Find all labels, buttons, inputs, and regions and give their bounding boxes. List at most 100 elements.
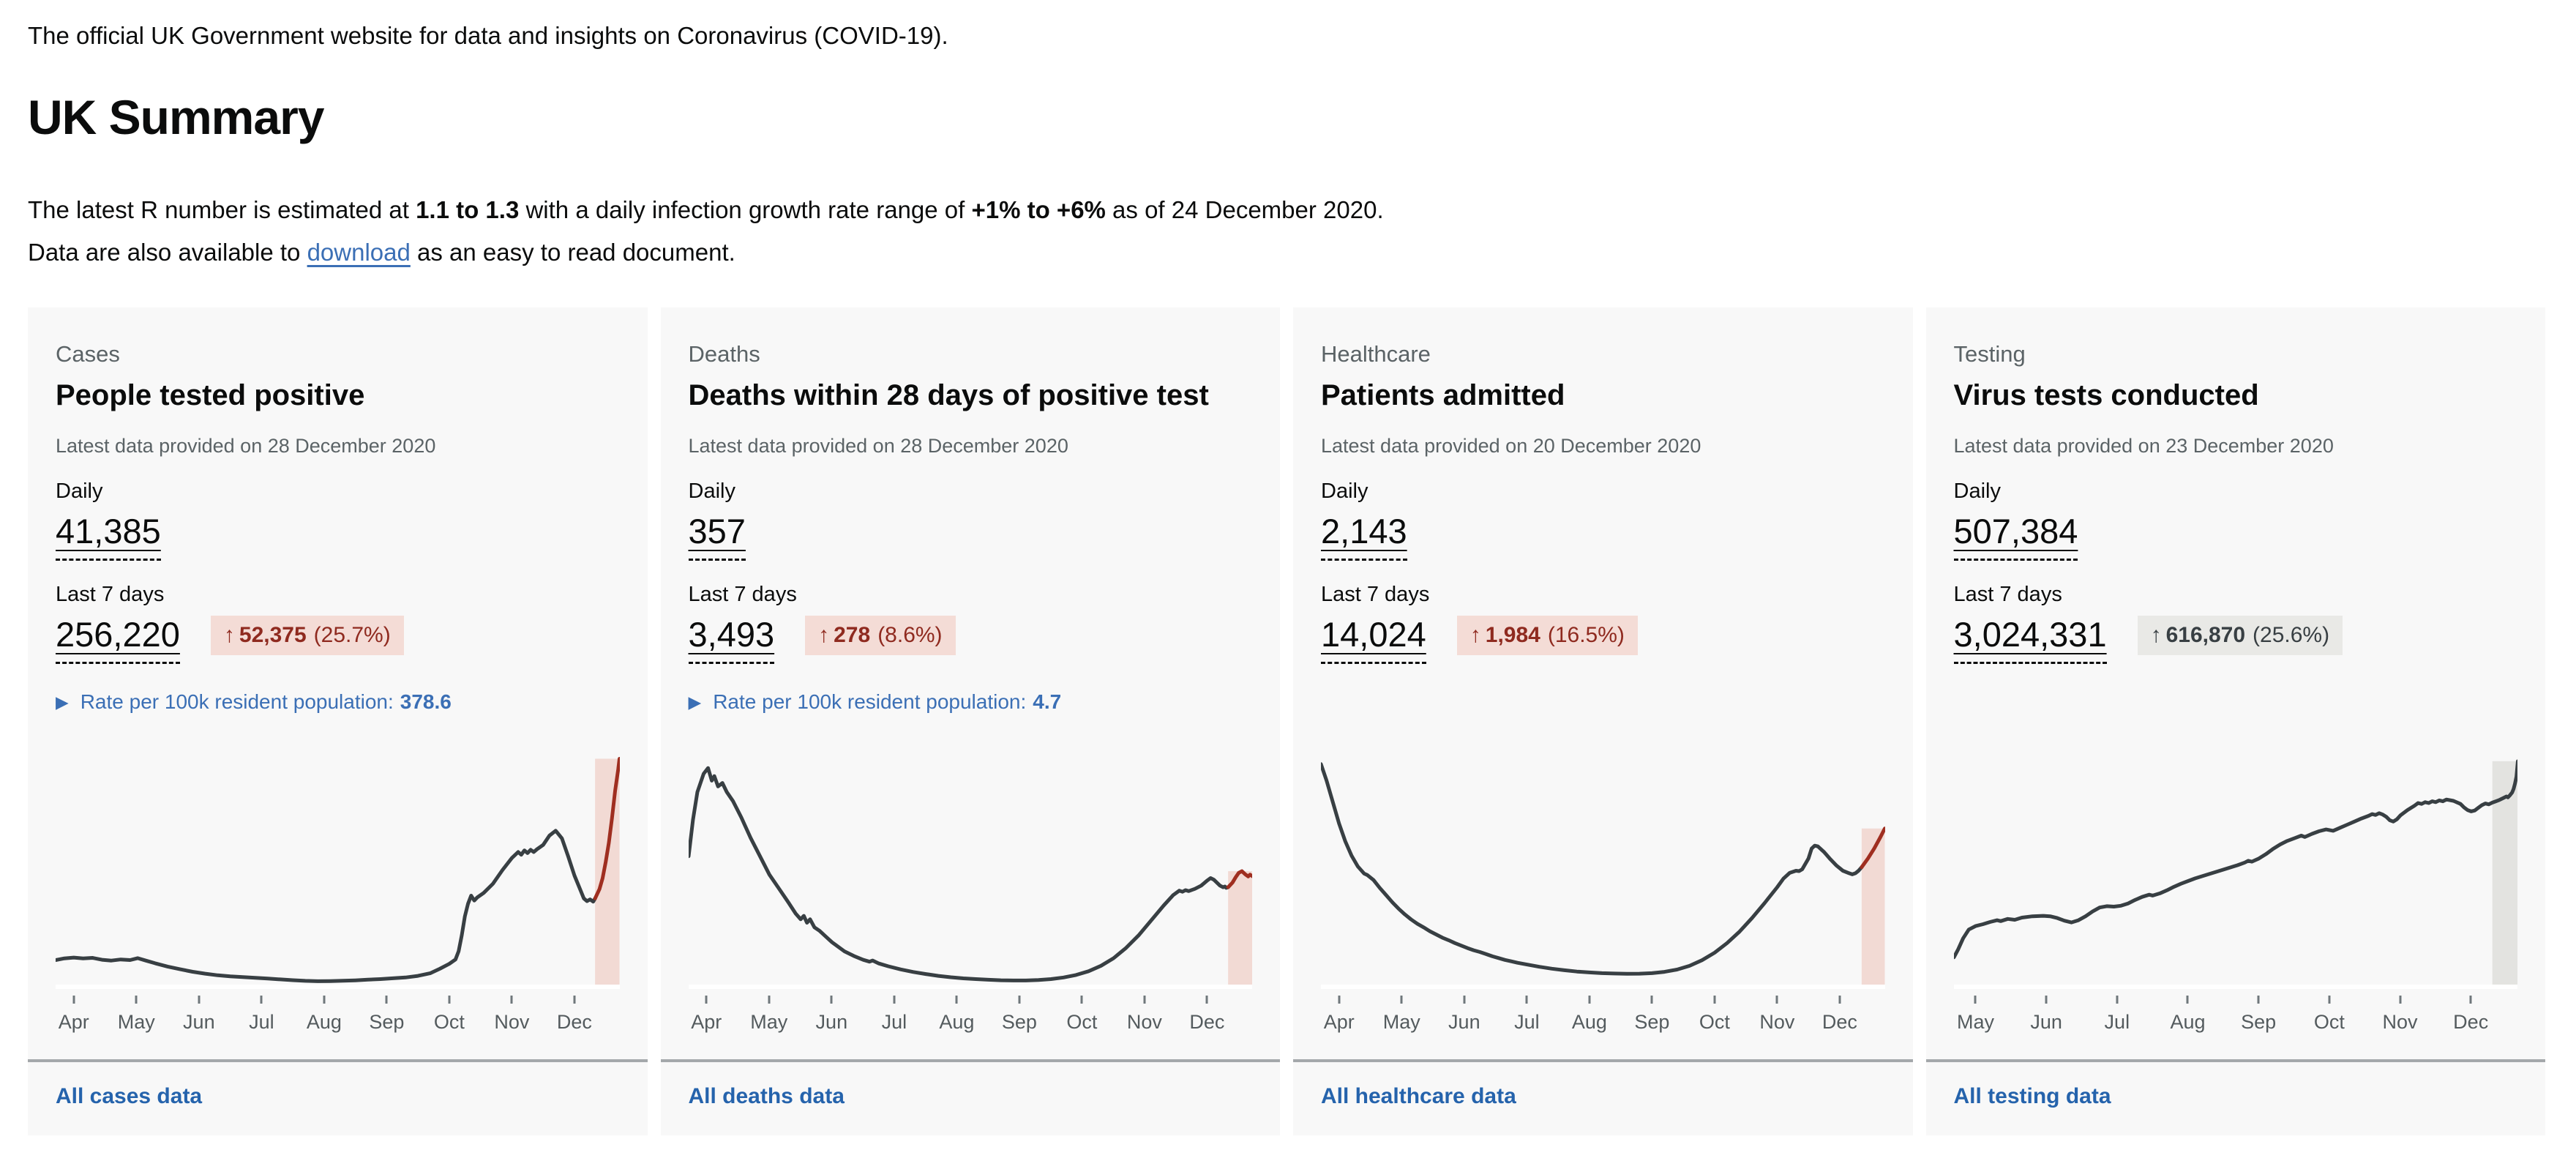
week-row: 3,024,331 ↑ 616,870 (25.6%) bbox=[1953, 607, 2518, 664]
daily-label: Daily bbox=[688, 479, 735, 503]
tick-mark bbox=[260, 996, 263, 1004]
month-label: Apr bbox=[1323, 1011, 1355, 1033]
all-cases-data-link[interactable]: All cases data bbox=[56, 1084, 203, 1108]
month-label: Dec bbox=[2453, 1011, 2489, 1033]
change-badge: ↑ 616,870 (25.6%) bbox=[2137, 616, 2343, 655]
month-label: Nov bbox=[2382, 1011, 2418, 1033]
week-label: Last 7 days bbox=[688, 583, 797, 606]
tick-mark bbox=[1650, 996, 1653, 1004]
week-row: 256,220 ↑ 52,375 (25.7%) bbox=[56, 607, 620, 664]
week-row: 14,024 ↑ 1,984 (16.5%) bbox=[1321, 607, 1885, 664]
x-axis-line bbox=[688, 985, 1252, 989]
all-testing-data-link[interactable]: All testing data bbox=[1953, 1084, 2111, 1108]
card-testing: Testing Virus tests conducted Latest dat… bbox=[1925, 307, 2546, 1135]
month-label: Oct bbox=[433, 1011, 465, 1033]
tick-mark bbox=[323, 996, 326, 1004]
tick-mark bbox=[955, 996, 958, 1004]
card-title: Deaths within 28 days of positive test bbox=[688, 379, 1209, 411]
daily-value[interactable]: 357 bbox=[688, 511, 746, 561]
card-footer: All healthcare data bbox=[1293, 1059, 1913, 1135]
card-footer: All cases data bbox=[28, 1059, 648, 1135]
deaths-sparkline: Apr May Jun Jul Aug Sep Oct Nov Dec bbox=[661, 751, 1281, 1059]
month-label: Dec bbox=[1189, 1011, 1225, 1033]
tick-mark bbox=[2257, 996, 2260, 1004]
card-category: Deaths bbox=[688, 341, 760, 367]
tick-mark bbox=[385, 996, 388, 1004]
tick-mark bbox=[1018, 996, 1021, 1004]
x-axis-line bbox=[1321, 985, 1885, 989]
week-value[interactable]: 256,220 bbox=[56, 614, 180, 664]
download-link[interactable]: download bbox=[307, 239, 411, 266]
card-meta: Latest data provided on 28 December 2020 bbox=[688, 435, 1068, 457]
month-label: Jul bbox=[1514, 1011, 1540, 1033]
month-label: Aug bbox=[2170, 1011, 2206, 1033]
rate-per-100k-toggle[interactable]: ▶ Rate per 100k resident population: 378.6 bbox=[56, 690, 620, 714]
month-label: Sep bbox=[1634, 1011, 1670, 1033]
card-category: Cases bbox=[56, 341, 120, 367]
month-label: May bbox=[1956, 1011, 1994, 1033]
month-label: Jul bbox=[881, 1011, 907, 1033]
card-cases-body: Cases People tested positive Latest data… bbox=[28, 307, 648, 714]
r-number-range: 1.1 to 1.3 bbox=[416, 196, 520, 223]
all-healthcare-data-link[interactable]: All healthcare data bbox=[1321, 1084, 1516, 1108]
tick-mark bbox=[1143, 996, 1146, 1004]
daily-label: Daily bbox=[56, 479, 103, 503]
tick-mark bbox=[2399, 996, 2402, 1004]
card-category: Healthcare bbox=[1321, 341, 1431, 367]
all-deaths-data-link[interactable]: All deaths data bbox=[688, 1084, 845, 1108]
card-footer: All testing data bbox=[1925, 1059, 2545, 1135]
expand-triangle-icon: ▶ bbox=[688, 692, 702, 712]
card-title: Patients admitted bbox=[1321, 379, 1565, 411]
tick-mark bbox=[768, 996, 771, 1004]
x-axis-labels: May Jun Jul Aug Sep Oct Nov Dec bbox=[1954, 1011, 2518, 1037]
x-axis-ticks bbox=[689, 996, 1253, 1004]
month-label: Oct bbox=[1066, 1011, 1098, 1033]
week-value[interactable]: 3,024,331 bbox=[1953, 614, 2107, 664]
month-label: Dec bbox=[1821, 1011, 1857, 1033]
rate-label: Rate per 100k resident population: bbox=[713, 690, 1027, 713]
daily-label: Daily bbox=[1953, 479, 2001, 503]
healthcare-sparkline: Apr May Jun Jul Aug Sep Oct Nov Dec bbox=[1293, 751, 1913, 1059]
expand-triangle-icon: ▶ bbox=[56, 692, 69, 712]
x-axis-labels: Apr May Jun Jul Aug Sep Oct Nov Dec bbox=[689, 1011, 1253, 1037]
month-label: May bbox=[117, 1011, 155, 1033]
card-healthcare: Healthcare Patients admitted Latest data… bbox=[1293, 307, 1913, 1135]
tick-mark bbox=[510, 996, 513, 1004]
month-label: Oct bbox=[1699, 1011, 1730, 1033]
week-value[interactable]: 14,024 bbox=[1321, 614, 1426, 664]
month-label: Aug bbox=[1571, 1011, 1607, 1033]
change-badge: ↑ 1,984 (16.5%) bbox=[1456, 616, 1638, 655]
uk-summary-page: The official UK Government website for d… bbox=[28, 22, 2545, 1135]
card-testing-body: Testing Virus tests conducted Latest dat… bbox=[1926, 307, 2546, 664]
r-line-prefix: The latest R number is estimated at bbox=[28, 196, 416, 223]
month-label: Jun bbox=[2030, 1011, 2062, 1033]
month-label: Sep bbox=[1001, 1011, 1037, 1033]
month-label: Jun bbox=[183, 1011, 215, 1033]
tick-mark bbox=[2328, 996, 2331, 1004]
month-label: Sep bbox=[369, 1011, 405, 1033]
month-label: Oct bbox=[2313, 1011, 2345, 1033]
rate-per-100k-toggle[interactable]: ▶ Rate per 100k resident population: 4.7 bbox=[689, 690, 1253, 714]
month-label: Nov bbox=[1759, 1011, 1795, 1033]
daily-value[interactable]: 41,385 bbox=[56, 511, 161, 561]
daily-value[interactable]: 2,143 bbox=[1321, 511, 1407, 561]
x-axis-labels: Apr May Jun Jul Aug Sep Oct Nov Dec bbox=[1321, 1011, 1885, 1037]
card-category: Testing bbox=[1953, 341, 2026, 367]
r-number-sentence: The latest R number is estimated at 1.1 … bbox=[28, 196, 2545, 224]
up-arrow-icon: ↑ bbox=[2150, 623, 2162, 647]
up-arrow-icon: ↑ bbox=[1469, 623, 1481, 647]
tick-mark bbox=[1525, 996, 1528, 1004]
summary-cards: Cases People tested positive Latest data… bbox=[28, 307, 2545, 1135]
month-label: Jul bbox=[2104, 1011, 2130, 1033]
week-value[interactable]: 3,493 bbox=[688, 614, 775, 664]
tick-mark bbox=[573, 996, 576, 1004]
tick-mark bbox=[1463, 996, 1466, 1004]
card-footer: All deaths data bbox=[660, 1059, 1280, 1135]
tick-mark bbox=[72, 996, 75, 1004]
daily-value[interactable]: 507,384 bbox=[1953, 511, 2078, 561]
tick-mark bbox=[705, 996, 708, 1004]
month-label: Sep bbox=[2241, 1011, 2277, 1033]
tick-mark bbox=[1775, 996, 1778, 1004]
month-label: Aug bbox=[306, 1011, 342, 1033]
month-label: Jul bbox=[249, 1011, 274, 1033]
